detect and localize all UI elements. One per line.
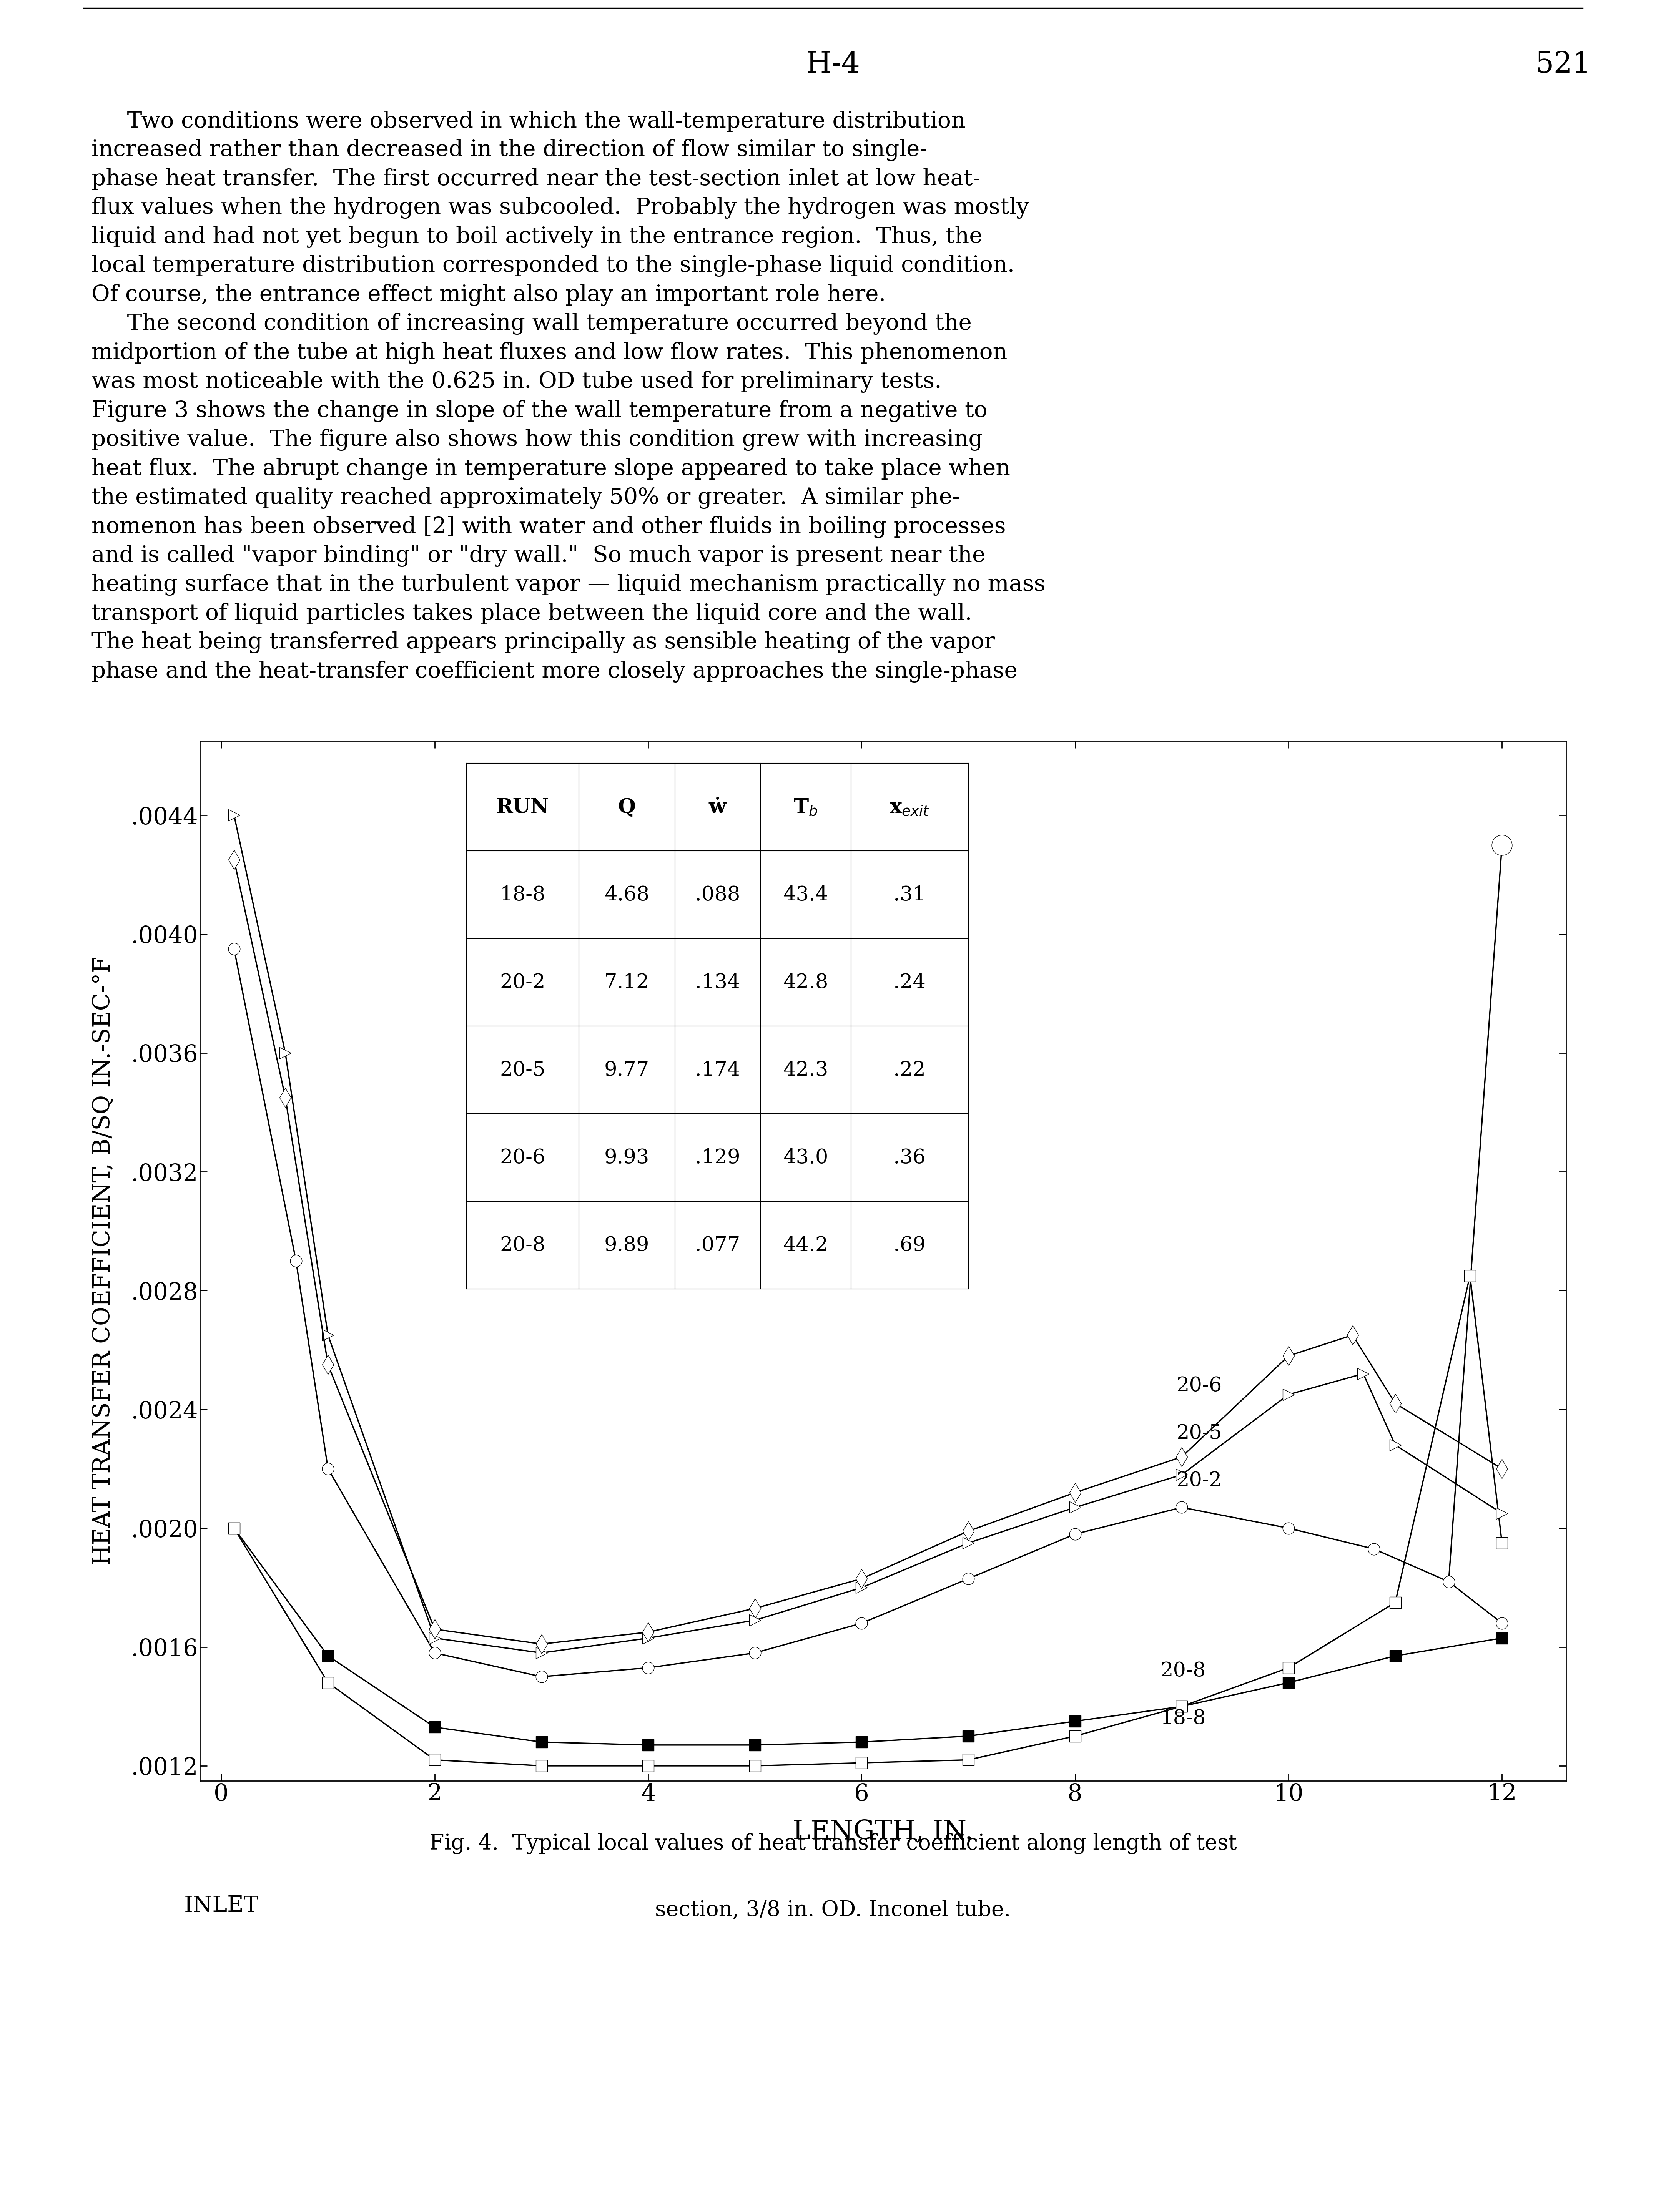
Text: 20-8: 20-8 xyxy=(500,1237,545,1254)
Text: 20-2: 20-2 xyxy=(1176,1471,1223,1491)
Text: .088: .088 xyxy=(695,885,740,905)
Text: Two conditions were observed in which the wall-temperature distribution
increase: Two conditions were observed in which th… xyxy=(92,111,1046,684)
Text: T$_b$: T$_b$ xyxy=(793,796,818,816)
Text: 44.2: 44.2 xyxy=(783,1237,828,1254)
Text: 7.12: 7.12 xyxy=(605,973,650,993)
X-axis label: LENGTH, IN.: LENGTH, IN. xyxy=(793,1818,973,1845)
Text: Q: Q xyxy=(618,796,636,816)
Text: .22: .22 xyxy=(893,1060,926,1079)
Text: INLET: INLET xyxy=(183,1896,258,1916)
Text: 42.8: 42.8 xyxy=(783,973,828,993)
Text: 42.3: 42.3 xyxy=(783,1060,828,1079)
Text: Fig. 4.  Typical local values of heat transfer coefficient along length of test: Fig. 4. Typical local values of heat tra… xyxy=(430,1834,1236,1854)
Text: .24: .24 xyxy=(893,973,926,993)
Text: 9.77: 9.77 xyxy=(605,1060,650,1079)
Text: ẇ: ẇ xyxy=(708,796,726,816)
Text: 43.0: 43.0 xyxy=(783,1148,828,1168)
Text: .31: .31 xyxy=(893,885,926,905)
Text: .174: .174 xyxy=(695,1060,740,1079)
Text: 9.89: 9.89 xyxy=(605,1237,650,1254)
Text: 521: 521 xyxy=(1534,51,1591,80)
Text: 43.4: 43.4 xyxy=(783,885,828,905)
Text: 20-6: 20-6 xyxy=(1176,1376,1223,1396)
Text: .69: .69 xyxy=(893,1237,926,1254)
Text: .077: .077 xyxy=(695,1237,740,1254)
Text: 20-8: 20-8 xyxy=(1161,1661,1206,1681)
Text: 4.68: 4.68 xyxy=(605,885,650,905)
Text: 20-5: 20-5 xyxy=(500,1060,545,1079)
Text: 18-8: 18-8 xyxy=(500,885,545,905)
Text: 20-6: 20-6 xyxy=(500,1148,545,1168)
Text: 18-8: 18-8 xyxy=(1161,1708,1206,1728)
Text: RUN: RUN xyxy=(496,796,550,816)
Text: H-4: H-4 xyxy=(806,51,860,80)
Text: .134: .134 xyxy=(695,973,740,993)
Text: 20-5: 20-5 xyxy=(1176,1422,1223,1442)
Y-axis label: HEAT TRANSFER COEFFICIENT, B/SQ IN.-SEC-°F: HEAT TRANSFER COEFFICIENT, B/SQ IN.-SEC-… xyxy=(92,956,115,1566)
Text: section, 3/8 in. OD. Inconel tube.: section, 3/8 in. OD. Inconel tube. xyxy=(655,1900,1011,1920)
Text: .36: .36 xyxy=(893,1148,926,1168)
Text: .129: .129 xyxy=(695,1148,740,1168)
Text: x$_{exit}$: x$_{exit}$ xyxy=(890,796,930,816)
Text: 9.93: 9.93 xyxy=(605,1148,650,1168)
Text: 20-2: 20-2 xyxy=(500,973,545,993)
